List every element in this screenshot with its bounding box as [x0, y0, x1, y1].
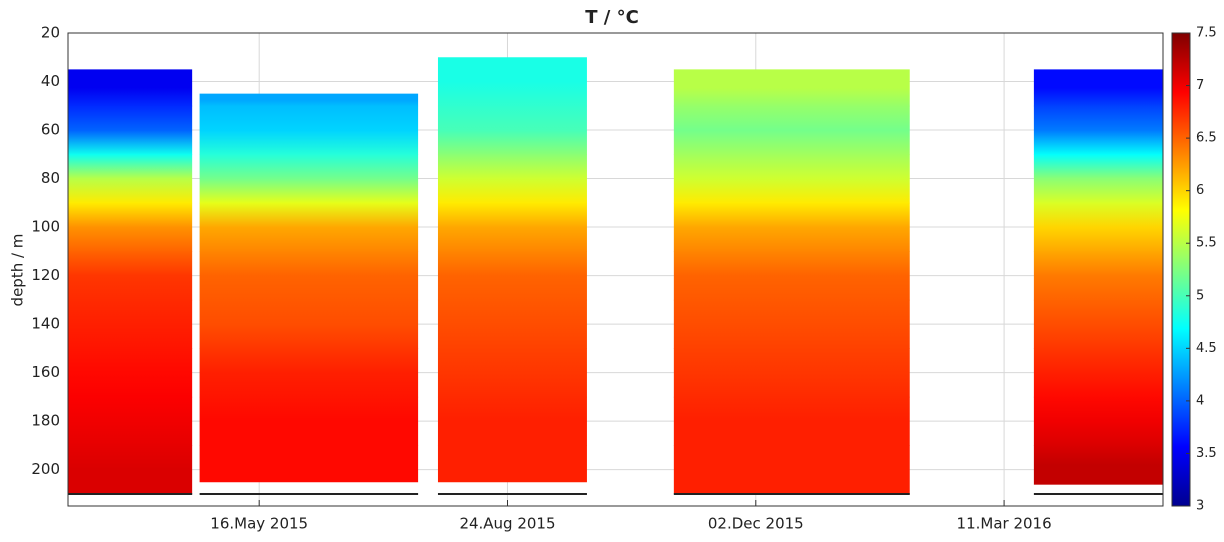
y-tick-label: 40	[41, 72, 60, 90]
heat-cell	[68, 396, 193, 446]
heat-cell	[673, 299, 910, 349]
plot-frame	[67, 32, 1164, 507]
heat-cell	[673, 445, 910, 495]
heat-cell	[673, 348, 910, 398]
heat-cell	[437, 202, 587, 252]
heat-cell	[199, 348, 419, 398]
colorbar	[1171, 32, 1191, 507]
heat-cell	[437, 396, 587, 446]
heat-cell	[199, 251, 419, 301]
y-tick-label: 140	[31, 315, 60, 333]
heat-cell	[437, 154, 587, 204]
colorbar-tick-label: 3.5	[1196, 446, 1217, 461]
x-tick-label: 11.Mar 2016	[957, 515, 1052, 533]
heat-cell	[437, 299, 587, 349]
y-axis-label: depth / m	[9, 234, 27, 307]
x-tick-label: 02.Dec 2015	[708, 515, 804, 533]
colorbar-tick-label: 4.5	[1196, 341, 1217, 356]
y-tick-label: 100	[31, 218, 60, 236]
y-tick-label: 180	[31, 412, 60, 430]
colorbar-tick-label: 3	[1196, 499, 1204, 514]
y-tick-label: 60	[41, 121, 60, 139]
y-tick-label: 120	[31, 266, 60, 284]
colorbar-tick-label: 7.5	[1196, 26, 1217, 41]
heat-cell	[1033, 69, 1163, 107]
heat-cell	[1033, 396, 1163, 446]
heat-cell	[68, 251, 193, 301]
heat-cell	[68, 202, 193, 252]
heat-cell	[68, 69, 193, 107]
heat-cell	[673, 202, 910, 252]
heat-cell	[68, 105, 193, 155]
heat-cell	[673, 69, 910, 107]
heat-cell	[199, 445, 419, 483]
heat-cell	[437, 348, 587, 398]
heat-cell	[673, 105, 910, 155]
y-tick-label: 160	[31, 363, 60, 381]
x-tick-label: 16.May 2015	[210, 515, 308, 533]
heat-cell	[673, 251, 910, 301]
heat-cell	[437, 105, 587, 155]
colorbar-tick-label: 5	[1196, 288, 1204, 303]
y-tick-label: 200	[31, 460, 60, 478]
heat-cell	[68, 299, 193, 349]
heat-cell	[1033, 299, 1163, 349]
heat-cell	[1033, 445, 1163, 485]
heat-cell	[1033, 251, 1163, 301]
heat-cell	[437, 251, 587, 301]
colorbar-tick-label: 4	[1196, 393, 1204, 408]
y-tick-label: 80	[41, 169, 60, 187]
x-tick-label: 24.Aug 2015	[459, 515, 555, 533]
heat-cell	[673, 396, 910, 446]
colorbar-tick-label: 7	[1196, 78, 1204, 93]
heat-cell	[437, 57, 587, 107]
colorbar-tick-label: 5.5	[1196, 236, 1217, 251]
heat-cell	[673, 154, 910, 204]
heat-cell	[1033, 202, 1163, 252]
heat-cell	[1033, 105, 1163, 155]
heat-cell	[199, 154, 419, 204]
chart-title: T / °C	[585, 7, 639, 28]
colorbar-tick-label: 6.5	[1196, 131, 1217, 146]
heat-cell	[199, 105, 419, 155]
heat-cell	[1033, 154, 1163, 204]
heat-cell	[68, 154, 193, 204]
heat-cell	[437, 445, 587, 483]
y-tick-label: 20	[41, 24, 60, 42]
heat-cell	[1033, 348, 1163, 398]
heat-cell	[199, 93, 419, 107]
heat-cell	[199, 202, 419, 252]
heat-cell	[199, 396, 419, 446]
heat-cell	[199, 299, 419, 349]
heat-cell	[68, 348, 193, 398]
colorbar-tick-label: 6	[1196, 183, 1204, 198]
heat-cell	[68, 445, 193, 495]
